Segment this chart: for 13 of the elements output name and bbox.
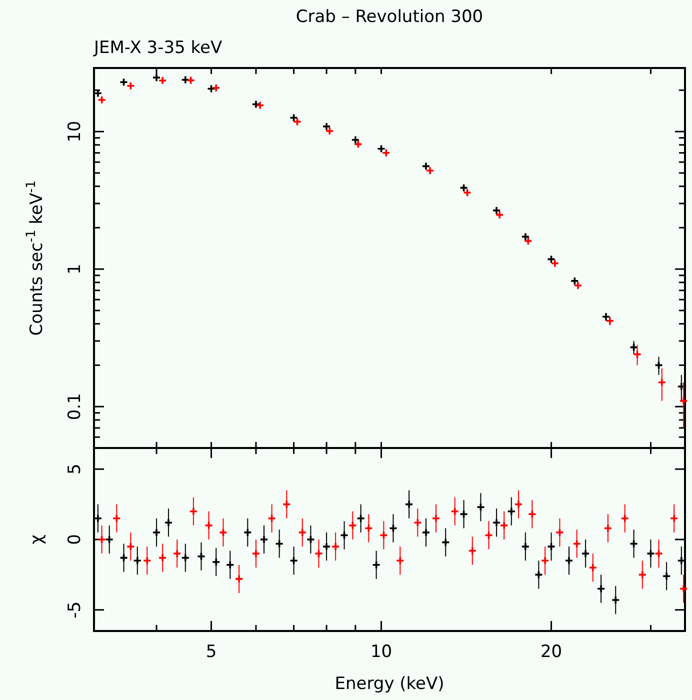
chart-subtitle: JEM-X 3-35 keV [93,38,222,58]
y-tick-label: 10 [65,120,85,142]
chart-title: Crab – Revolution 300 [296,7,484,27]
x-tick-label: 5 [206,642,217,662]
y-tick-label: -5 [65,601,85,618]
y-axis-title: χ [27,534,47,544]
y-tick-label: 0.1 [65,393,85,420]
y-tick-label: 0 [65,534,85,545]
x-tick-label: 20 [540,642,562,662]
y-tick-label: 5 [65,464,85,475]
x-tick-label: 10 [370,642,392,662]
x-axis-title: Energy (keV) [334,674,444,694]
y-tick-label: 1 [65,264,85,275]
